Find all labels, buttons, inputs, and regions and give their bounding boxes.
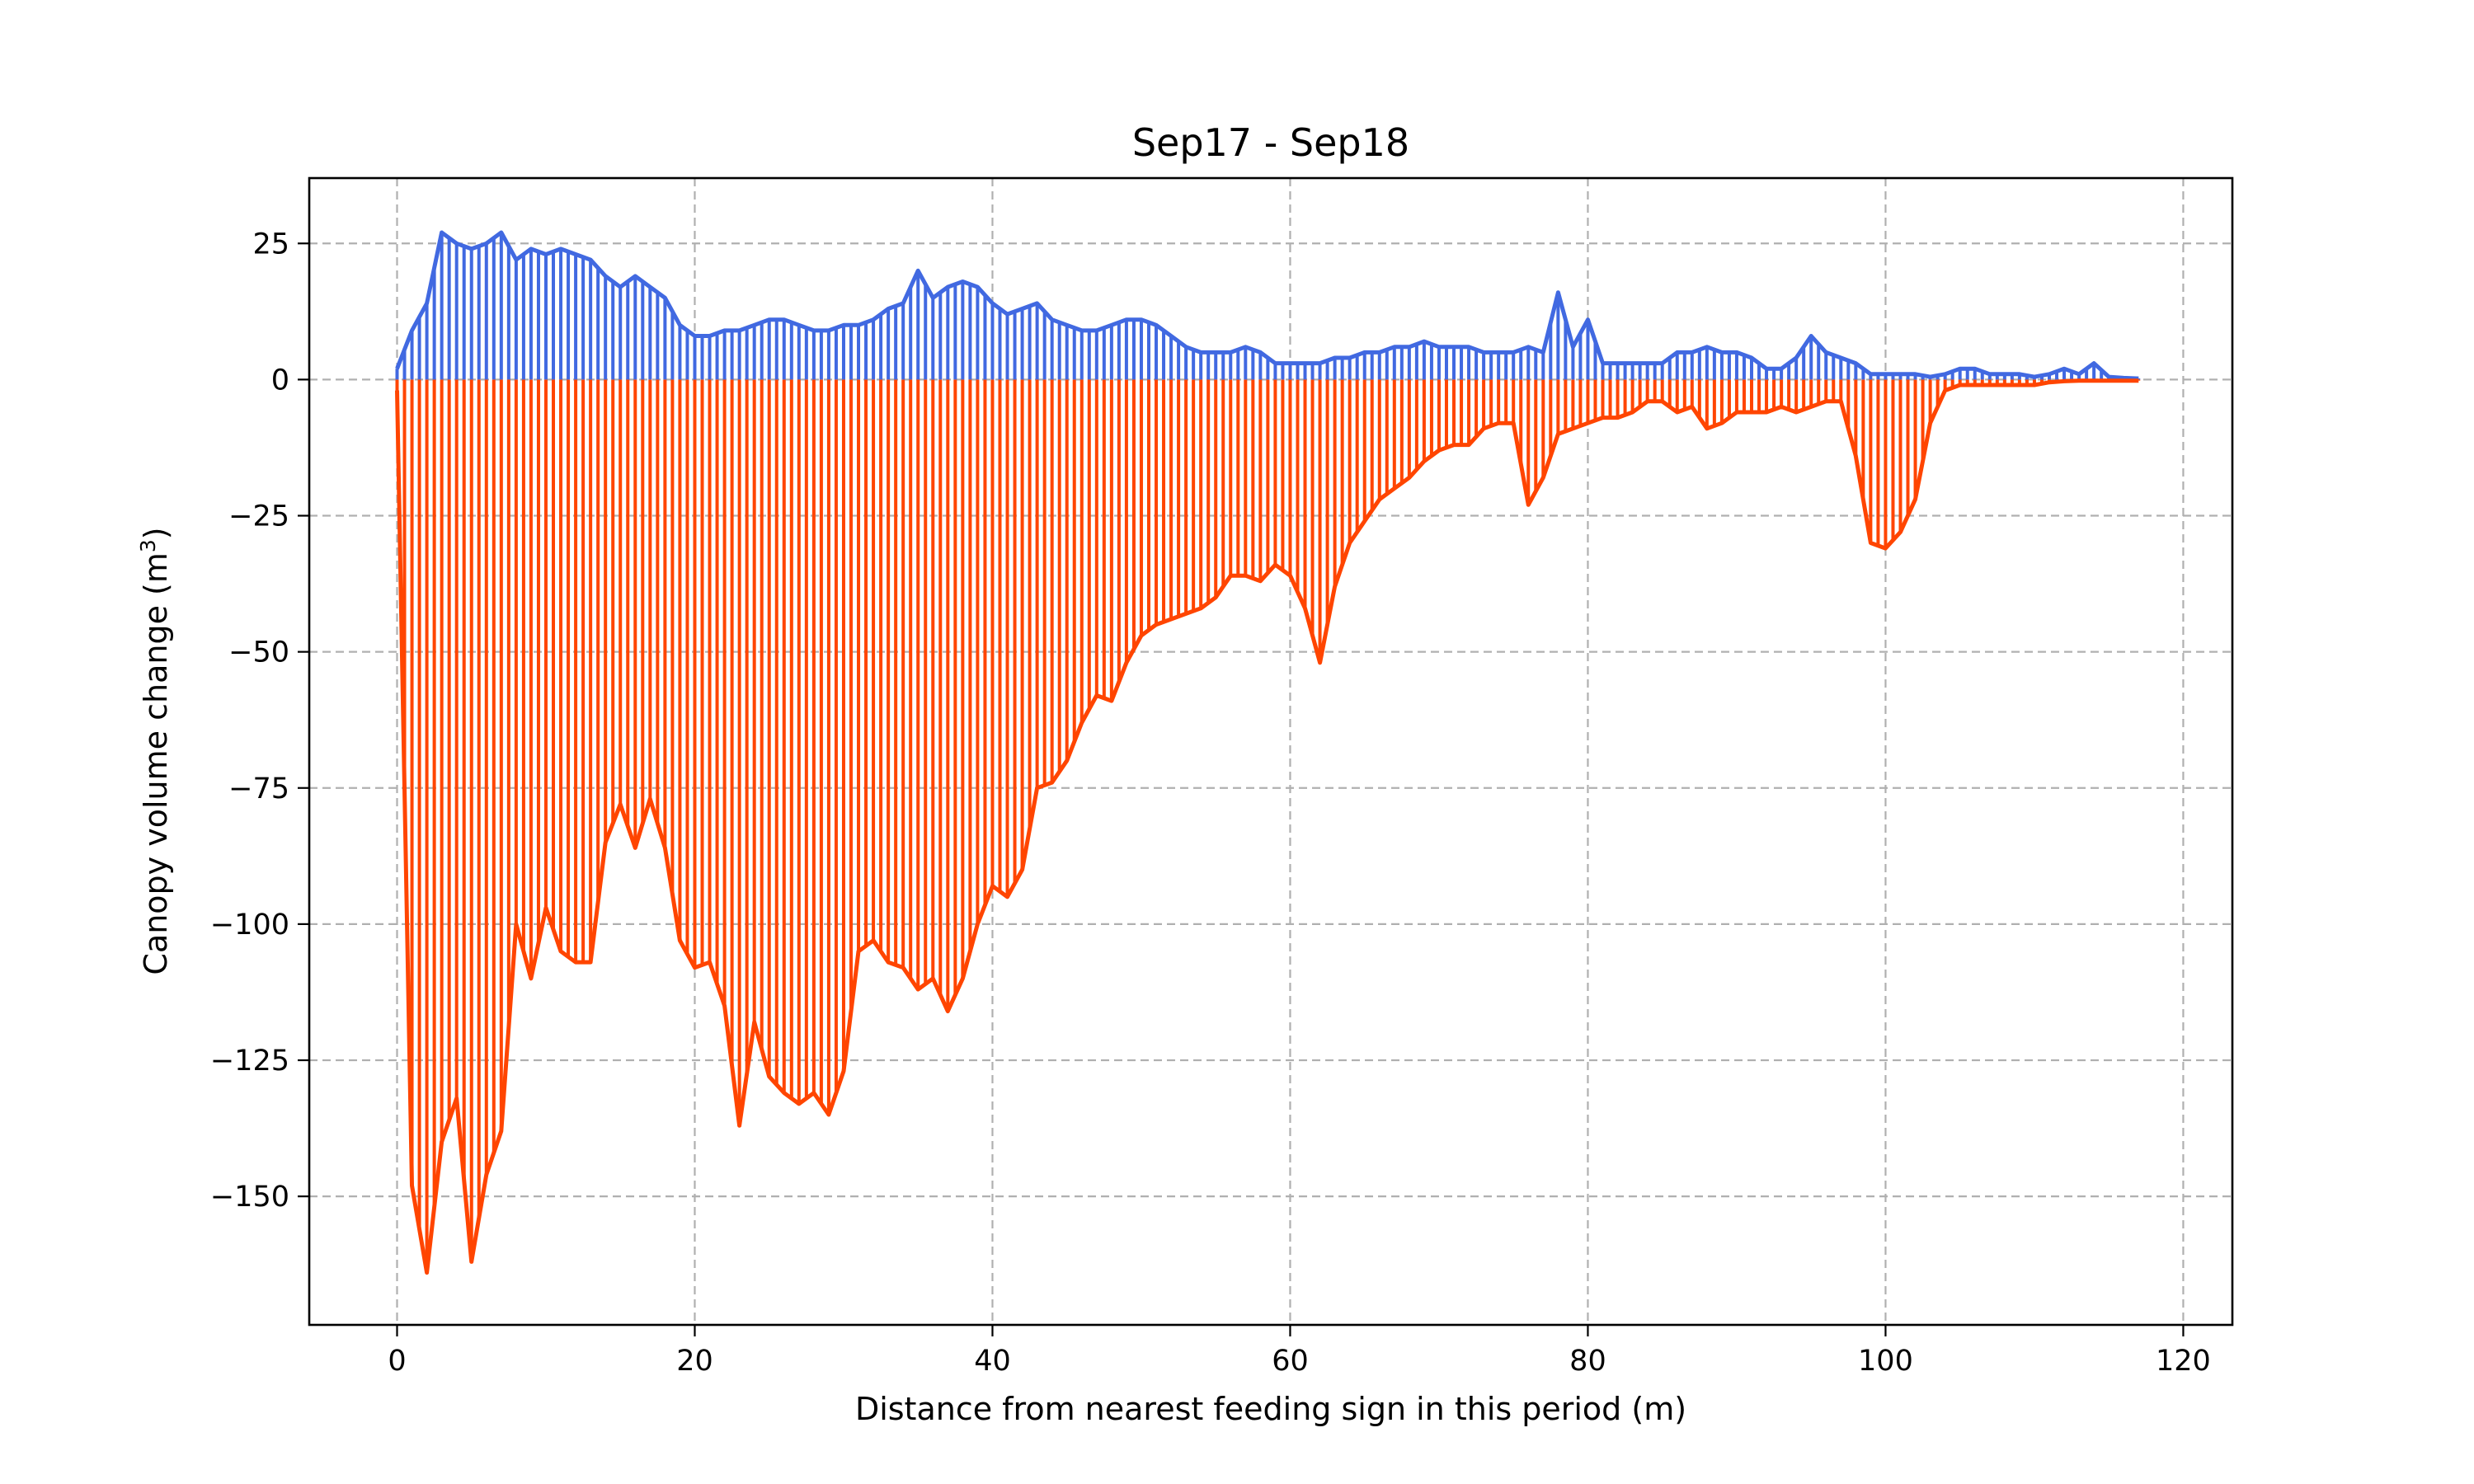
x-tick-label: 80	[1569, 1345, 1606, 1378]
y-axis-label-close: )	[138, 527, 174, 539]
y-tick-label: −125	[210, 1045, 289, 1078]
y-axis-label: Canopy volume change (m3)	[136, 527, 174, 974]
y-tick-label: −50	[228, 636, 289, 669]
plot-frame	[308, 176, 2234, 1327]
loss-series-line	[395, 378, 2139, 1275]
y-axis-label-sup: 3	[136, 539, 160, 552]
y-tick-label: −100	[210, 909, 289, 942]
y-tick-label: −150	[210, 1181, 289, 1214]
x-axis-label: Distance from nearest feeding sign in th…	[855, 1391, 1686, 1427]
loss-bars	[395, 379, 2141, 1273]
y-axis-label-text: Canopy volume change (m	[138, 552, 174, 974]
x-tick-label: 60	[1272, 1345, 1309, 1378]
grid-layer	[309, 178, 2232, 1325]
y-tick-label: −75	[228, 773, 289, 805]
x-tick-label: 100	[1858, 1345, 1913, 1378]
y-tick-label: −25	[228, 500, 289, 533]
x-tick-label: 40	[974, 1345, 1011, 1378]
x-tick-label: 120	[2156, 1345, 2211, 1378]
chart-title: Sep17 - Sep18	[1132, 120, 1409, 165]
y-tick-label: 25	[252, 228, 289, 261]
x-tick-label: 20	[676, 1345, 713, 1378]
series-lines	[395, 230, 2139, 1275]
y-tick-label: 0	[271, 364, 289, 397]
gain-series-line	[395, 230, 2139, 381]
x-tick-label: 0	[388, 1345, 406, 1378]
tick-layer: 0 20 40 60 80 100 120 25 0 −25 −50 −75 −100 −125 −150	[210, 228, 2211, 1378]
